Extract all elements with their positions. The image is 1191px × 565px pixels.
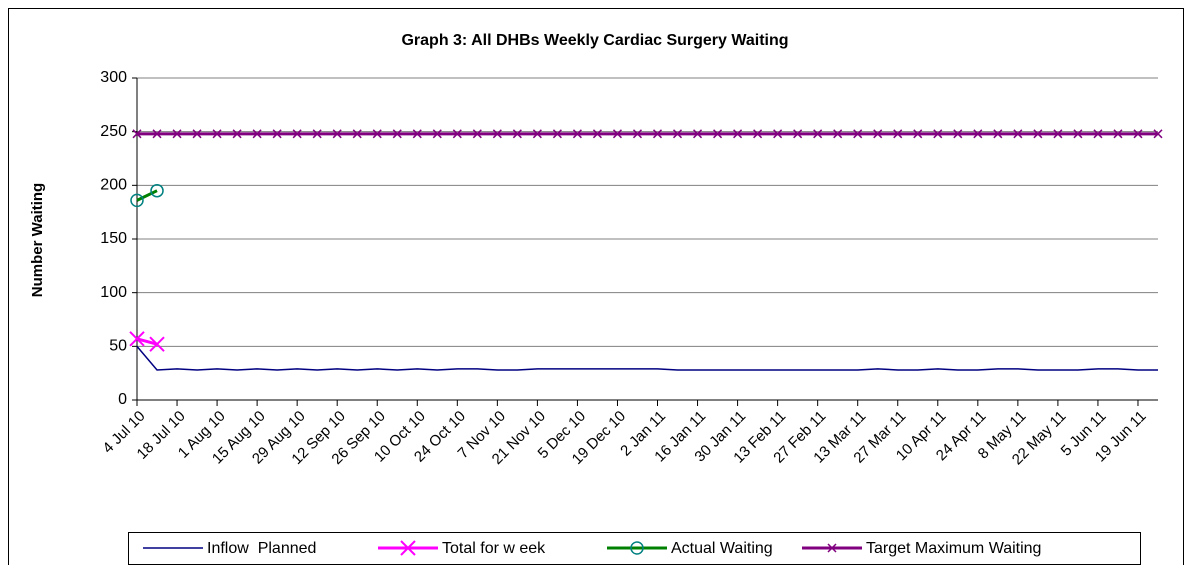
y-tick-label: 100 [100, 284, 127, 301]
marker [1133, 129, 1143, 139]
marker [1153, 129, 1163, 139]
marker [993, 129, 1003, 139]
marker [793, 129, 803, 139]
series-line [136, 345, 1158, 371]
marker [332, 129, 342, 139]
series-line [136, 337, 158, 346]
y-axis-label: Number Waiting [29, 183, 46, 297]
marker [312, 129, 322, 139]
marker [733, 129, 743, 139]
marker [773, 129, 783, 139]
y-tick-label: 300 [100, 69, 127, 86]
marker [672, 129, 683, 139]
marker [392, 129, 402, 139]
marker [412, 129, 422, 139]
marker [252, 129, 262, 139]
marker [130, 193, 144, 208]
marker [713, 129, 723, 139]
marker [833, 129, 843, 139]
marker [1013, 129, 1023, 139]
marker [372, 129, 382, 139]
marker [400, 540, 416, 556]
marker [1073, 129, 1083, 139]
marker [632, 129, 643, 139]
legend-label: Inflow Planned [207, 540, 316, 557]
marker [552, 129, 562, 139]
marker [973, 129, 983, 139]
y-tick-label: 0 [118, 391, 127, 408]
y-tick-label: 250 [100, 123, 127, 140]
marker [492, 129, 502, 139]
marker [813, 129, 823, 139]
marker [1113, 129, 1123, 139]
marker [893, 129, 903, 139]
marker [913, 129, 923, 139]
y-tick-label: 150 [100, 230, 127, 247]
marker [150, 183, 164, 198]
marker [149, 336, 165, 352]
chart-title: Graph 3: All DHBs Weekly Cardiac Surgery… [401, 32, 788, 49]
marker [132, 129, 142, 139]
legend-label: Total for w eek [442, 540, 546, 557]
marker [272, 129, 282, 139]
marker [753, 129, 763, 139]
marker [292, 129, 302, 139]
marker [532, 129, 542, 139]
marker [232, 129, 242, 139]
marker [933, 129, 943, 139]
marker [512, 129, 522, 139]
marker [693, 129, 703, 139]
marker [432, 129, 442, 139]
marker [592, 129, 602, 139]
marker [572, 129, 582, 139]
series-line [136, 189, 158, 202]
marker [630, 541, 644, 555]
marker [1033, 129, 1043, 139]
marker [212, 129, 222, 139]
marker [192, 129, 202, 139]
marker [129, 331, 145, 347]
marker [452, 129, 462, 139]
legend-label: Target Maximum Waiting [866, 540, 1041, 557]
marker [612, 129, 623, 139]
marker [953, 129, 963, 139]
marker [1053, 129, 1063, 139]
marker [152, 129, 162, 139]
marker [853, 129, 863, 139]
marker [827, 543, 837, 553]
marker [472, 129, 482, 139]
marker [172, 129, 182, 139]
marker [1093, 129, 1103, 139]
marker [652, 129, 663, 139]
y-tick-label: 200 [100, 177, 127, 194]
y-tick-label: 50 [109, 338, 127, 355]
legend-label: Actual Waiting [671, 540, 773, 557]
legend: Inflow Planned Total for w eek Actual Wait… [128, 532, 1141, 565]
marker [352, 129, 362, 139]
marker [873, 129, 883, 139]
